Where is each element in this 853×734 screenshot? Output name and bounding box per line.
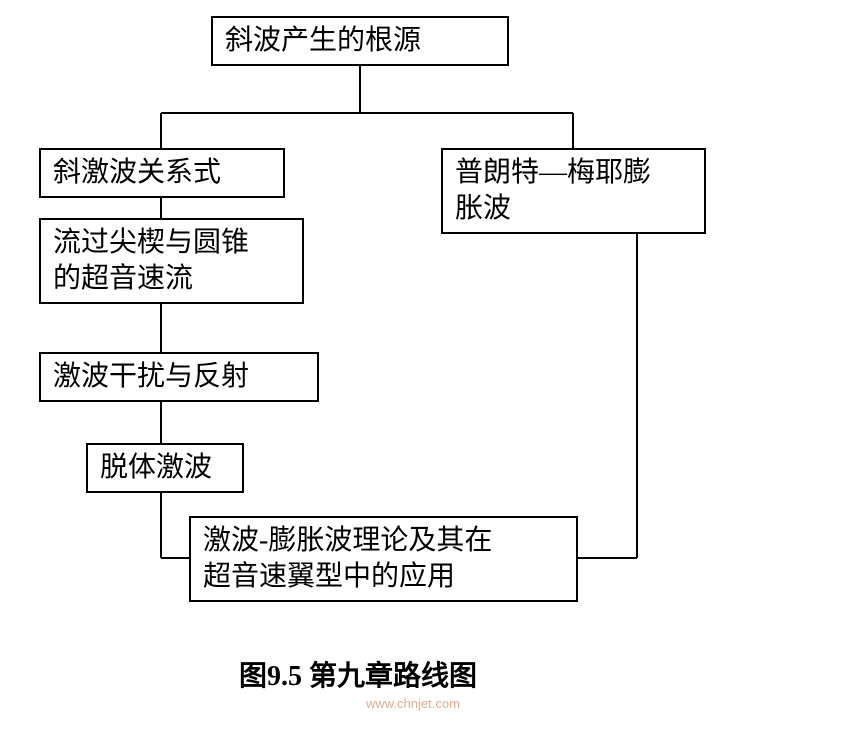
- figure-caption: 图9.5 第九章路线图: [239, 654, 477, 694]
- node-left1: 斜激波关系式: [39, 148, 285, 198]
- node-right1: 普朗特—梅耶膨 胀波: [441, 148, 706, 234]
- watermark-text: www.chnjet.com: [366, 696, 460, 711]
- diagram-canvas: 斜波产生的根源 斜激波关系式 普朗特—梅耶膨 胀波 流过尖楔与圆锥 的超音速流 …: [0, 0, 853, 734]
- node-left4: 脱体激波: [86, 443, 244, 493]
- node-left3: 激波干扰与反射: [39, 352, 319, 402]
- node-final: 激波-膨胀波理论及其在 超音速翼型中的应用: [189, 516, 578, 602]
- node-left2: 流过尖楔与圆锥 的超音速流: [39, 218, 304, 304]
- node-root: 斜波产生的根源: [211, 16, 509, 66]
